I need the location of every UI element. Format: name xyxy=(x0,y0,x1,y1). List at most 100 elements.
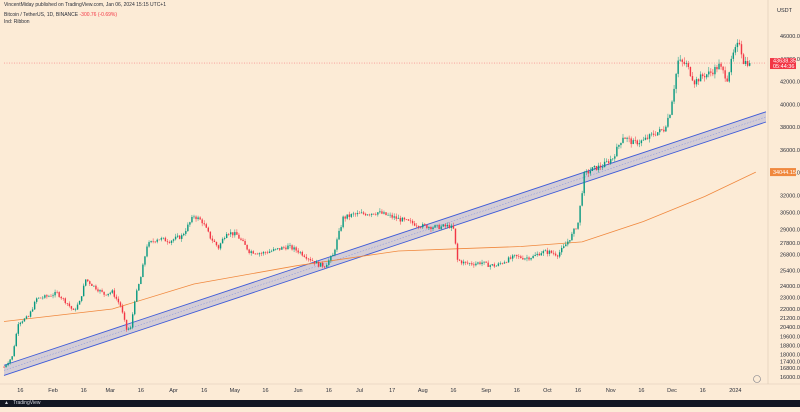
candle-body xyxy=(42,297,44,299)
candle-body xyxy=(287,245,289,250)
candle-body xyxy=(52,295,54,297)
candle-body xyxy=(473,264,475,266)
candle-body xyxy=(567,241,569,245)
candle-body xyxy=(511,255,514,259)
x-tick-label: Sep xyxy=(481,388,491,394)
candle-body xyxy=(573,228,575,234)
candle-body xyxy=(311,260,314,262)
candle-body xyxy=(136,290,138,302)
candle-body xyxy=(710,71,712,73)
candle-body xyxy=(522,258,524,260)
candle-body xyxy=(393,216,395,218)
candle-body xyxy=(187,224,189,232)
candle-body xyxy=(546,250,549,254)
candle-body xyxy=(246,244,248,250)
candle-body xyxy=(403,217,406,220)
candle-body xyxy=(577,222,579,229)
candle-body xyxy=(497,263,500,266)
candle-body xyxy=(640,140,643,144)
candle-body xyxy=(258,253,261,255)
candle-body xyxy=(203,223,205,225)
candle-body xyxy=(679,59,681,61)
candle-body xyxy=(475,263,477,266)
candle-body xyxy=(458,259,461,261)
candle-body xyxy=(589,171,592,174)
candle-body xyxy=(250,251,252,253)
candle-body xyxy=(101,290,103,292)
y-tick-label: 22000.00 xyxy=(780,307,800,313)
candle-body xyxy=(358,213,361,214)
candle-body xyxy=(38,297,40,299)
candle-body xyxy=(434,225,436,228)
candle-body xyxy=(205,224,207,228)
candle-body xyxy=(299,251,301,253)
candle-body xyxy=(321,262,324,267)
candle-body xyxy=(663,129,665,132)
candle-body xyxy=(15,333,17,347)
candle-body xyxy=(417,226,420,228)
x-tick-label: 16 xyxy=(201,388,207,394)
footer-bar: ▲ TradingView xyxy=(0,400,800,407)
candle-body xyxy=(610,159,612,164)
candle-body xyxy=(142,264,144,278)
candle-body xyxy=(730,58,732,73)
candle-body xyxy=(528,257,530,260)
price-change: -300.76 (-0.69%) xyxy=(79,12,118,18)
candle-body xyxy=(616,146,618,157)
candle-body xyxy=(738,42,741,45)
candle-body xyxy=(428,226,430,229)
candle-body xyxy=(350,214,353,217)
candle-body xyxy=(215,241,218,246)
candle-body xyxy=(432,227,434,230)
candle-body xyxy=(25,316,28,319)
y-tick-label: 29000.00 xyxy=(780,227,800,233)
candle-body xyxy=(244,241,246,245)
candle-body xyxy=(164,237,167,242)
candle-body xyxy=(144,256,146,265)
y-tick-label: 17400.00 xyxy=(780,359,800,365)
moving-average-line xyxy=(3,171,756,322)
candle-body xyxy=(326,264,328,268)
indicator-label[interactable]: Ind: Ribbon xyxy=(4,19,30,25)
x-tick-label: May xyxy=(230,388,241,394)
y-tick-label: 19600.00 xyxy=(780,334,800,340)
y-tick-label: 42000.00 xyxy=(780,80,800,86)
candle-body xyxy=(62,298,64,299)
candle-body xyxy=(634,140,636,141)
candle-body xyxy=(256,253,259,255)
candle-body xyxy=(33,301,36,310)
candle-body xyxy=(687,63,690,67)
candle-body xyxy=(409,220,412,222)
x-tick-label: Mar xyxy=(105,388,115,394)
candle-body xyxy=(689,66,692,77)
x-tick-label: Jun xyxy=(294,388,303,394)
x-tick-label: 16 xyxy=(514,388,520,394)
candle-body xyxy=(13,346,15,357)
candle-body xyxy=(697,79,700,82)
candle-body xyxy=(134,301,136,315)
candle-body xyxy=(706,74,708,78)
candle-body xyxy=(281,247,283,250)
candle-body xyxy=(272,249,275,251)
candle-body xyxy=(669,114,671,118)
candle-body xyxy=(712,72,714,75)
x-tick-label: 16 xyxy=(326,388,332,394)
candle-body xyxy=(11,356,13,360)
x-tick-label: Jul xyxy=(356,388,363,394)
candle-body xyxy=(379,211,381,213)
candle-body xyxy=(181,235,183,239)
candle-body xyxy=(315,261,318,264)
candle-body xyxy=(201,219,203,224)
candle-body xyxy=(540,253,542,256)
candle-body xyxy=(44,295,46,298)
candle-body xyxy=(223,237,226,239)
candle-body xyxy=(105,294,107,296)
candle-body xyxy=(217,245,220,249)
candle-body xyxy=(585,171,587,173)
trend-channel-lower xyxy=(3,121,767,376)
candle-body xyxy=(503,262,506,264)
candle-body xyxy=(238,234,240,239)
y-tick-label: 40000.00 xyxy=(780,102,800,108)
